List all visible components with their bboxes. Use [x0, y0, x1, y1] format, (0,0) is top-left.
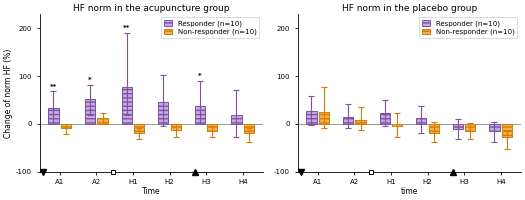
Text: **: ** — [123, 25, 130, 31]
Title: HF norm in the placebo group: HF norm in the placebo group — [342, 4, 477, 13]
Bar — [453, 124, 463, 129]
Legend: Responder (n=10), Non-responder (n=10): Responder (n=10), Non-responder (n=10) — [161, 17, 259, 38]
Bar — [343, 117, 353, 124]
Bar — [85, 99, 95, 124]
Bar — [465, 124, 476, 131]
Bar — [244, 124, 254, 133]
Bar — [416, 118, 426, 124]
Bar — [319, 112, 329, 124]
Text: **: ** — [50, 84, 57, 90]
Bar — [98, 118, 108, 124]
Bar — [134, 124, 144, 133]
Bar — [355, 120, 365, 124]
Bar — [428, 124, 439, 133]
Bar — [380, 113, 390, 124]
Bar — [158, 102, 169, 124]
Bar — [502, 124, 512, 137]
Bar — [48, 108, 59, 124]
Y-axis label: Change of norm HF (%): Change of norm HF (%) — [4, 48, 13, 138]
Bar — [195, 106, 205, 124]
Bar — [307, 111, 317, 124]
Text: *: * — [198, 73, 202, 79]
Legend: Responder (n=10), Non-responder (n=10): Responder (n=10), Non-responder (n=10) — [419, 17, 517, 38]
Bar — [392, 124, 402, 126]
Bar — [232, 115, 242, 124]
Bar — [171, 124, 181, 130]
Bar — [61, 124, 71, 128]
Bar — [207, 124, 217, 131]
Bar — [122, 87, 132, 124]
Text: *: * — [88, 77, 92, 83]
Bar — [489, 124, 500, 131]
X-axis label: time: time — [401, 187, 418, 196]
X-axis label: Time: Time — [142, 187, 161, 196]
Title: HF norm in the acupuncture group: HF norm in the acupuncture group — [73, 4, 229, 13]
